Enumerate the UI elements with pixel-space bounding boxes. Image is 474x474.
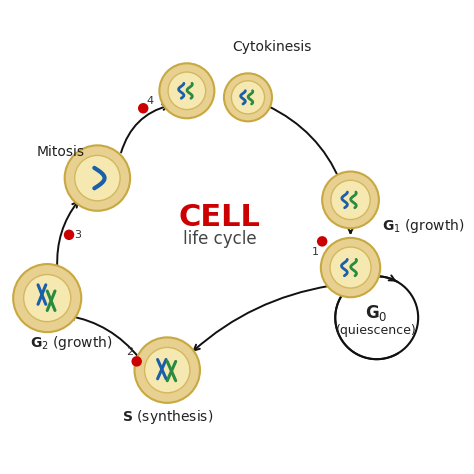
Text: life cycle: life cycle bbox=[183, 230, 256, 248]
Text: 2: 2 bbox=[127, 347, 134, 357]
Circle shape bbox=[64, 146, 130, 211]
Text: 3: 3 bbox=[74, 230, 81, 240]
Circle shape bbox=[231, 81, 264, 114]
Circle shape bbox=[131, 356, 142, 366]
Circle shape bbox=[331, 180, 370, 219]
Circle shape bbox=[322, 172, 379, 228]
Text: Cytokinesis: Cytokinesis bbox=[232, 40, 312, 54]
Circle shape bbox=[64, 229, 74, 240]
Circle shape bbox=[145, 347, 190, 393]
Text: Mitosis: Mitosis bbox=[36, 145, 84, 159]
Circle shape bbox=[135, 337, 200, 403]
Text: $\mathbf{G}_{1}$ (growth): $\mathbf{G}_{1}$ (growth) bbox=[382, 217, 465, 235]
Text: 4: 4 bbox=[146, 96, 153, 106]
Circle shape bbox=[138, 103, 148, 113]
Circle shape bbox=[75, 155, 120, 201]
Circle shape bbox=[13, 264, 81, 332]
Text: 1: 1 bbox=[312, 247, 319, 257]
Circle shape bbox=[224, 73, 272, 121]
Circle shape bbox=[330, 247, 371, 288]
Circle shape bbox=[321, 238, 380, 297]
Text: $\mathbf{G}_{2}$ (growth): $\mathbf{G}_{2}$ (growth) bbox=[30, 334, 112, 352]
Circle shape bbox=[335, 276, 418, 359]
Circle shape bbox=[168, 72, 206, 109]
Circle shape bbox=[24, 274, 71, 322]
Text: $\mathbf{G}_{0}$: $\mathbf{G}_{0}$ bbox=[365, 303, 388, 323]
Text: CELL: CELL bbox=[179, 203, 261, 232]
Text: (quiescence): (quiescence) bbox=[337, 324, 417, 337]
Circle shape bbox=[159, 64, 214, 118]
Circle shape bbox=[317, 236, 328, 246]
Text: $\mathbf{S}$ (synthesis): $\mathbf{S}$ (synthesis) bbox=[121, 408, 213, 426]
